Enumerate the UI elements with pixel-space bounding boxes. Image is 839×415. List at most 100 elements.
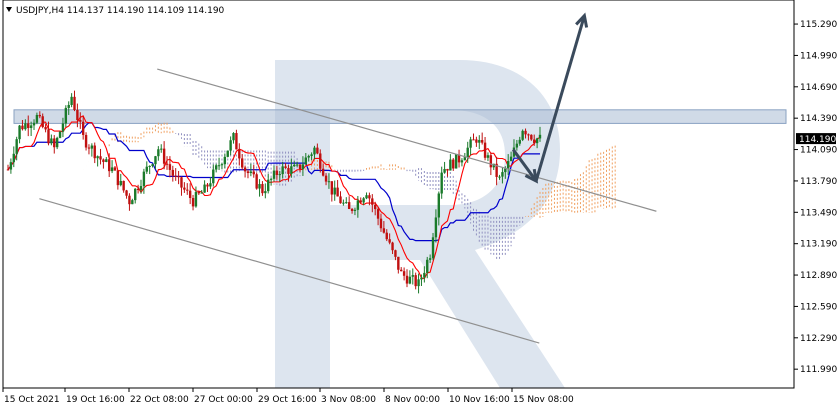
y-tick-label: 112.290 [800, 334, 837, 344]
arrowhead-icon [575, 12, 589, 28]
candle [388, 233, 391, 245]
watermark-logo [275, 60, 565, 388]
candle [136, 184, 140, 194]
candle [431, 232, 435, 261]
time-axis[interactable]: 15 Oct 2021 19 Oct 16:00 22 Oct 08:00 27 Oc… [2, 388, 574, 405]
candle [76, 103, 79, 128]
candle [501, 167, 504, 184]
candle [420, 274, 423, 286]
y-tick-label: 111.990 [800, 365, 837, 375]
candle [79, 112, 82, 129]
price-tag-box [796, 133, 836, 145]
candle [107, 153, 111, 177]
candle [61, 117, 65, 138]
candle [307, 154, 310, 162]
candle [301, 156, 305, 176]
candle [180, 176, 183, 196]
candle [535, 137, 539, 149]
candle [347, 196, 351, 210]
candle [154, 155, 157, 170]
candle [478, 135, 481, 150]
candle [475, 136, 478, 147]
candle [162, 141, 166, 170]
candle [50, 134, 53, 146]
candle [518, 136, 521, 146]
candle [44, 124, 47, 133]
channel-lower-line[interactable] [39, 198, 540, 344]
candle [472, 133, 475, 141]
candle [160, 144, 163, 153]
kijun-line [7, 122, 540, 242]
x-tick-label: 29 Oct 16:00 [258, 395, 317, 405]
channel-upper-line[interactable] [157, 68, 657, 212]
chart-header: USDJPY,H4 114.137 114.190 114.109 114.19… [6, 6, 225, 16]
candle [506, 154, 510, 175]
candle [437, 191, 441, 226]
candle [434, 209, 438, 243]
tenkan-line [7, 115, 541, 280]
candle [287, 164, 290, 182]
candle [284, 163, 287, 169]
candle [353, 207, 357, 216]
candle [509, 151, 513, 162]
candle [414, 272, 417, 290]
candle [342, 199, 345, 206]
candle [443, 161, 446, 174]
candle [6, 164, 10, 171]
candle [362, 197, 365, 206]
current-price-tag: 114.190 [796, 133, 836, 145]
candle [226, 150, 229, 158]
candle [134, 188, 137, 204]
candle [530, 134, 533, 141]
candle [188, 183, 192, 205]
y-tick-label: 113.790 [800, 177, 837, 187]
dropdown-triangle-icon[interactable] [6, 7, 12, 12]
x-tick-label: 3 Nov 08:00 [321, 395, 376, 405]
candle [524, 128, 527, 139]
forecast-segment [511, 148, 538, 182]
candle [521, 129, 524, 142]
x-tick-label: 27 Oct 00:00 [194, 395, 253, 405]
candle [165, 156, 169, 170]
candle [102, 158, 105, 169]
candle [298, 164, 302, 173]
candle [371, 194, 374, 213]
candle [258, 179, 261, 197]
candle [365, 192, 368, 200]
watermark-r-shape [275, 60, 565, 388]
y-tick-label: 112.890 [800, 271, 837, 281]
candle [408, 270, 412, 285]
forecast-arrow[interactable] [511, 12, 589, 184]
candle [515, 139, 519, 151]
candle [402, 267, 406, 281]
candle [209, 177, 212, 190]
candle [168, 156, 172, 178]
x-tick-label: 15 Oct 2021 [4, 395, 60, 405]
candle [177, 170, 180, 185]
candle [73, 90, 76, 112]
candle [486, 152, 490, 162]
candle [376, 206, 380, 226]
candle [385, 229, 388, 242]
candle [483, 136, 487, 161]
candle [203, 180, 206, 193]
candle [220, 162, 224, 170]
candle [194, 186, 198, 208]
x-tick-label: 10 Nov 16:00 [449, 395, 510, 405]
y-tick-label: 114.690 [800, 83, 837, 93]
candle [417, 273, 420, 294]
candle [151, 163, 154, 168]
candle [148, 165, 151, 175]
candle [379, 213, 383, 232]
candle [174, 168, 177, 181]
candle [428, 254, 432, 263]
price-axis[interactable]: 115.290 114.990 114.690 114.390 114.090 113.7… [794, 20, 837, 375]
candle [81, 116, 85, 140]
candle [397, 256, 400, 274]
candle [252, 164, 255, 178]
candle [191, 194, 195, 211]
y-tick-label: 115.290 [800, 20, 837, 30]
candle [128, 193, 131, 211]
